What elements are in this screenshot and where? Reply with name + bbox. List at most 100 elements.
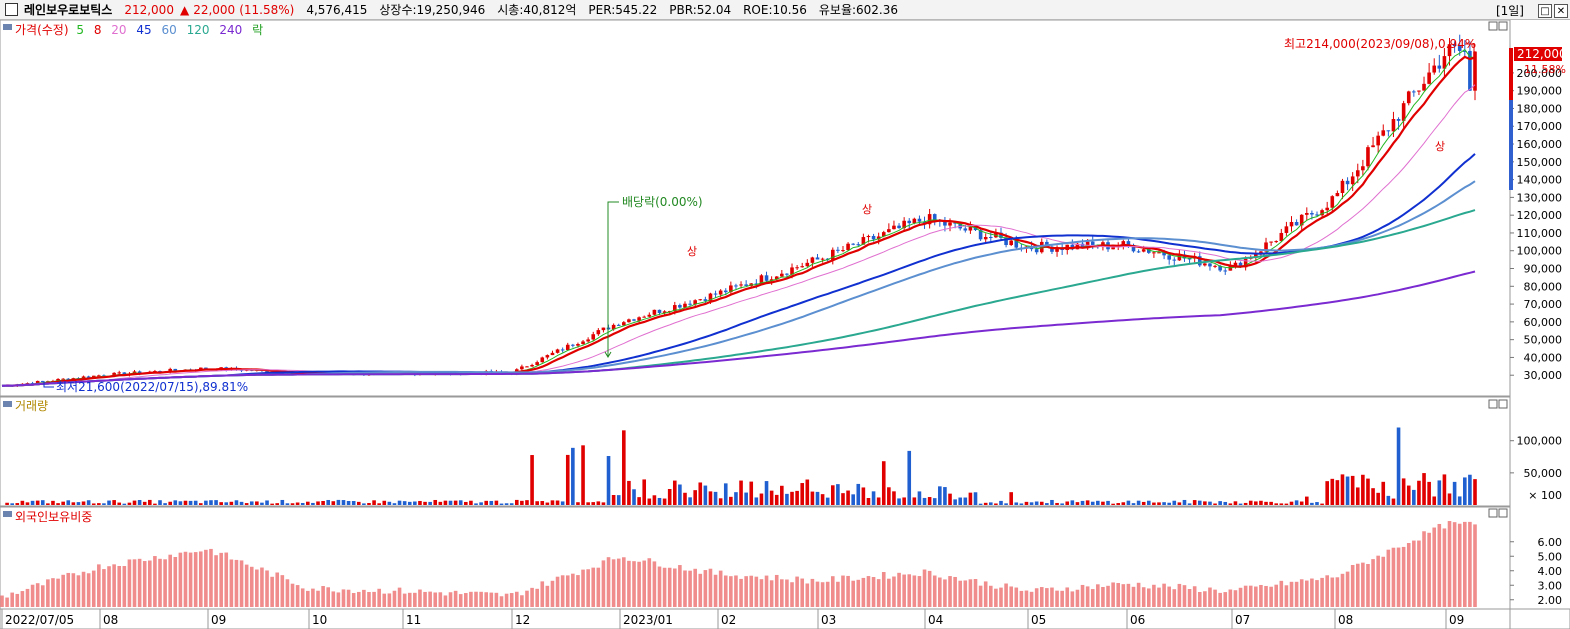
foreign-ratio-bar xyxy=(224,552,229,607)
foreign-ratio-bar xyxy=(372,591,376,607)
stock-name[interactable]: 레인보우로보틱스 xyxy=(24,3,113,17)
y-tick-label: 40,000 xyxy=(1524,351,1563,364)
foreign-ratio-bar xyxy=(902,574,906,607)
volume-bar xyxy=(1172,500,1177,505)
foreign-ratio-bar xyxy=(321,586,325,607)
foreign-ratio-bar xyxy=(198,551,203,607)
volume-bar xyxy=(795,490,799,505)
volume-bar xyxy=(204,500,208,505)
volume-bar xyxy=(652,495,657,505)
volume-bar xyxy=(922,497,927,505)
foreign-ratio-bar xyxy=(234,559,239,607)
foreign-ratio-bar xyxy=(46,579,50,607)
y-tick-label: 130,000 xyxy=(1517,191,1563,204)
ma240-line xyxy=(1,270,1476,387)
y-tick-label: 200,000 xyxy=(1517,67,1563,80)
candle-body xyxy=(1412,91,1416,93)
volume-bar xyxy=(407,501,412,505)
volume-bar xyxy=(616,495,621,505)
volume-bar xyxy=(443,500,448,505)
y-tick-label: 60,000 xyxy=(1524,316,1563,329)
volume-bar xyxy=(734,492,738,505)
candle-body xyxy=(907,220,912,224)
panel-menu-icon[interactable] xyxy=(3,24,12,30)
volume-bar xyxy=(932,498,937,505)
foreign-ratio-bar xyxy=(1141,587,1146,607)
volume-bar xyxy=(153,503,157,505)
foreign-ratio-bar xyxy=(1320,577,1324,607)
volume-bar xyxy=(438,501,443,505)
legend-ma20: 20 xyxy=(111,23,126,37)
foreign-tick-label: 3.00 xyxy=(1538,579,1563,592)
volume-bar xyxy=(1080,500,1085,505)
volume-bar xyxy=(1223,501,1228,505)
candle-body xyxy=(1055,247,1059,252)
foreign-ratio-bar xyxy=(749,575,754,607)
candle-body xyxy=(657,309,662,313)
price-panel xyxy=(0,20,1511,397)
pbr-value: PBR:52.04 xyxy=(669,2,732,17)
volume-bar xyxy=(188,500,193,505)
candle-body xyxy=(1197,256,1202,266)
volume-bar xyxy=(193,500,198,505)
volume-bar xyxy=(555,500,560,505)
volume-bar xyxy=(535,501,539,505)
candle-body xyxy=(1014,240,1019,248)
foreign-ratio-bar xyxy=(137,558,142,607)
foreign-ratio-bar xyxy=(1386,549,1391,607)
volume-bar xyxy=(647,498,652,505)
candle-body xyxy=(122,372,127,375)
panel-menu-icon[interactable] xyxy=(3,401,12,407)
foreign-ratio-bar xyxy=(1269,586,1273,607)
close-icon[interactable]: ✕ xyxy=(1554,3,1568,18)
candle-body xyxy=(97,375,101,377)
select-checkbox[interactable] xyxy=(5,3,18,16)
last-price-tag: 212,000 xyxy=(1517,47,1567,61)
foreign-ratio-bar xyxy=(51,578,55,607)
volume-bar xyxy=(769,490,774,505)
ex-dividend-line xyxy=(607,201,619,356)
foreign-ratio-bar xyxy=(326,587,331,607)
panel-menu-icon[interactable] xyxy=(3,511,12,517)
foreign-ratio-bar xyxy=(1014,587,1019,607)
foreign-ratio-bar xyxy=(1391,547,1396,607)
candle-body xyxy=(520,366,524,370)
foreign-ratio-bar xyxy=(209,548,213,607)
x-tick-label: 08 xyxy=(1338,613,1353,627)
foreign-ratio-bar xyxy=(1080,584,1085,607)
candle-body xyxy=(1238,262,1243,268)
foreign-ratio-bar xyxy=(306,590,310,607)
volume-bar xyxy=(1417,480,1421,505)
volume-bar xyxy=(830,485,835,505)
maximize-icon[interactable]: □ xyxy=(1538,3,1552,18)
foreign-ratio-bar xyxy=(739,578,743,607)
foreign-ratio-bar xyxy=(932,575,937,607)
candle-body xyxy=(1320,210,1324,216)
volume-bar xyxy=(1422,473,1426,505)
foreign-ratio-bar xyxy=(892,576,896,607)
volume-bar xyxy=(46,503,50,505)
volume-bar xyxy=(479,502,483,505)
volume-bar xyxy=(683,492,687,505)
volume-bar xyxy=(698,482,703,505)
panel-min-max-icons[interactable] xyxy=(1488,21,1508,518)
candle-body xyxy=(1141,249,1146,252)
y-axis-ticks: 200,000 190,000 180,000 170,000 160,000 150,0… xyxy=(1510,67,1562,607)
candle-body xyxy=(734,285,738,287)
candle-body xyxy=(810,257,815,263)
volume-bar xyxy=(1152,502,1156,505)
volume-bar xyxy=(825,497,830,505)
candle-body xyxy=(137,371,142,374)
stock-chart[interactable]: 가격(수정) 5 8 20 45 60 120 240 락 거래량 외국인보유비… xyxy=(0,20,1570,629)
period-selector[interactable]: [1일] xyxy=(1495,4,1524,18)
foreign-ratio-bar xyxy=(897,572,901,607)
trade-volume: 4,576,415 xyxy=(306,2,368,17)
candle-body xyxy=(525,366,529,368)
candle-body xyxy=(887,229,891,233)
volume-bar xyxy=(1340,474,1345,505)
volume-bar xyxy=(1177,502,1182,505)
foreign-ratio-bar xyxy=(387,593,392,607)
candle-body xyxy=(1284,226,1289,233)
foreign-ratio-bar xyxy=(1233,590,1238,607)
candle-body xyxy=(912,218,917,224)
